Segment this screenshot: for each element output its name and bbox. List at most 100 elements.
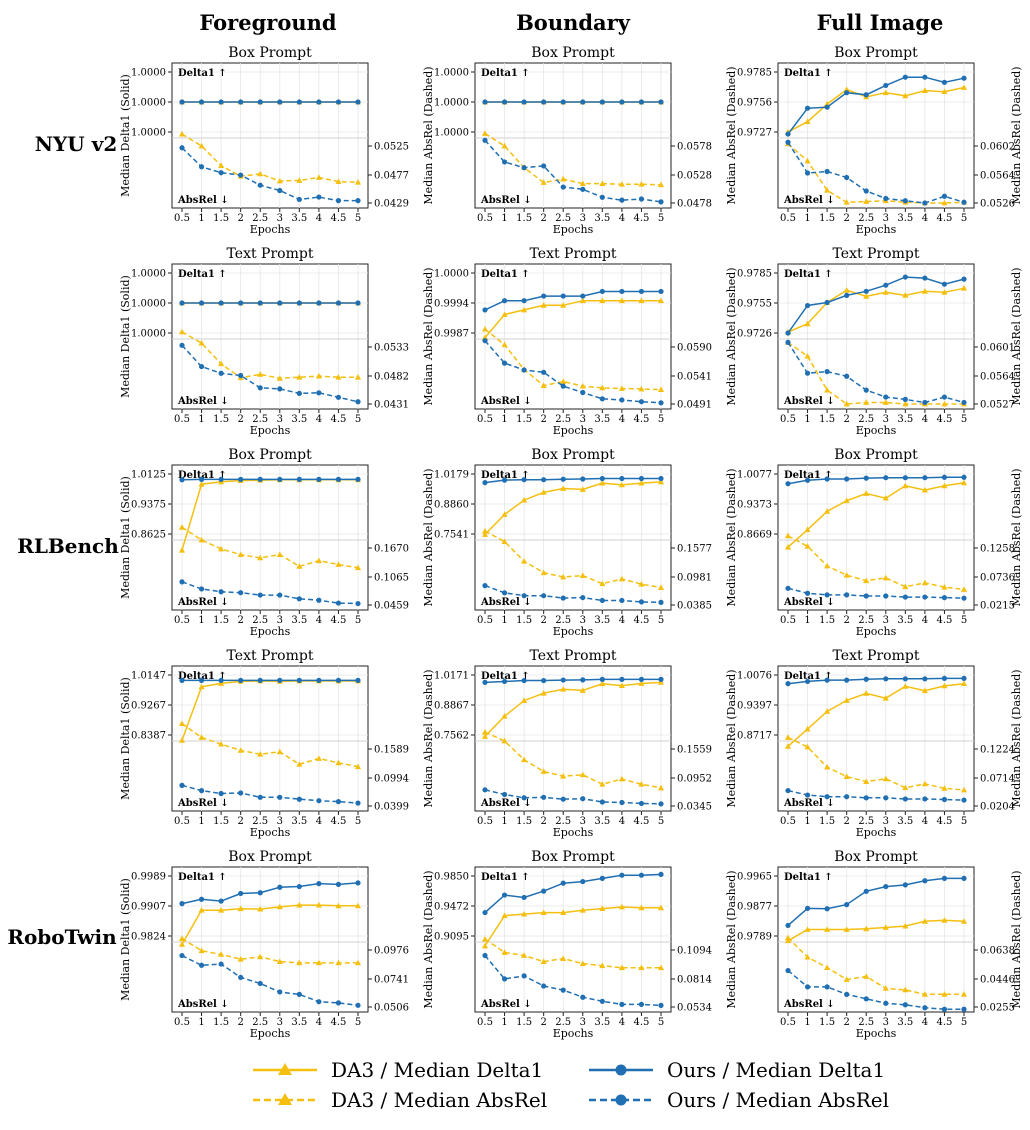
data-point: [521, 697, 528, 703]
data-point: [179, 579, 185, 585]
delta-direction-label: Delta1 ↑: [784, 68, 833, 79]
x-tick-label: 4: [922, 1017, 928, 1028]
data-point: [619, 288, 625, 295]
x-tick-label: 4.5: [633, 1017, 649, 1028]
data-point: [618, 903, 625, 910]
x-tick-label: 4.5: [633, 816, 649, 827]
data-point: [618, 775, 625, 782]
data-point: [960, 479, 968, 486]
x-tick-label: 2.5: [555, 1017, 571, 1028]
data-point: [863, 387, 869, 393]
data-point: [178, 524, 186, 530]
x-tick-label: 3: [277, 213, 283, 224]
x-tick-label: 2: [237, 1017, 243, 1028]
y-tick-label-left: 0.9726: [737, 329, 772, 340]
x-tick-label: 3.5: [897, 213, 913, 224]
y-tick-label-left: 0.9824: [131, 932, 166, 943]
y-tick-label-left: 0.9850: [434, 872, 469, 883]
series-line: [181, 344, 359, 403]
data-point: [521, 298, 527, 304]
data-point: [276, 958, 283, 965]
column-title: Boundary: [516, 10, 631, 35]
series-line: [787, 141, 965, 204]
data-point: [560, 796, 566, 802]
data-point: [335, 959, 342, 966]
data-point: [560, 293, 566, 299]
panel-title: Text Prompt: [833, 648, 920, 664]
delta-direction-label: Delta1 ↑: [178, 872, 227, 883]
data-point: [335, 881, 342, 887]
data-point: [658, 801, 664, 807]
y-tick-label-left: 0.9095: [434, 932, 469, 943]
x-tick-label: 0.5: [477, 414, 493, 425]
data-point: [843, 400, 850, 407]
chart-panel: Text Prompt 0.9785 0.9755 0.9726 0.0601 0.056…: [725, 246, 1023, 437]
data-point: [638, 385, 645, 392]
data-point: [335, 600, 342, 606]
data-point: [501, 142, 508, 149]
data-point: [785, 585, 791, 591]
x-tick-label: 1: [198, 213, 204, 224]
y-tick-label-left: 0.8860: [434, 500, 469, 511]
data-point: [599, 597, 605, 604]
x-tick-label: 3.5: [897, 615, 913, 626]
x-tick-label: 1: [501, 414, 507, 425]
data-point: [941, 991, 948, 997]
data-point: [335, 561, 342, 567]
y-tick-label-right: 0.0525: [374, 142, 409, 153]
panel-title: Box Prompt: [228, 447, 312, 463]
data-point: [657, 181, 665, 188]
series-line: [181, 147, 358, 202]
data-point: [198, 300, 205, 306]
series-line: [787, 287, 965, 333]
y-axis-label-left: Median AbsRel (Dashed): [725, 669, 738, 807]
x-tick-label: 5: [355, 414, 361, 425]
data-point: [218, 680, 225, 686]
data-point: [941, 785, 948, 791]
data-point: [335, 759, 342, 766]
data-point: [843, 287, 850, 293]
y-tick-label-right: 0.0526: [980, 199, 1015, 210]
y-tick-label-left: 0.9789: [737, 932, 772, 943]
column-title: Foreground: [199, 10, 336, 35]
data-point: [843, 773, 850, 780]
data-point: [541, 794, 547, 800]
y-axis-label-left: Median AbsRel (Dashed): [422, 468, 435, 606]
y-tick-label-right: 0.0741: [374, 975, 409, 986]
y-tick-label-left: 1.0000: [434, 269, 469, 280]
data-point: [560, 909, 567, 915]
delta-direction-label: Delta1 ↑: [784, 671, 833, 682]
y-tick-label-right: 0.0994: [374, 774, 409, 785]
y-tick-label-left: 0.8669: [737, 530, 772, 541]
x-tick-label: 0.5: [174, 414, 190, 425]
data-point: [599, 288, 605, 295]
data-point: [863, 690, 870, 696]
data-point: [638, 872, 645, 878]
data-point: [824, 964, 831, 970]
data-point: [658, 288, 664, 295]
data-point: [863, 925, 870, 932]
data-point: [218, 99, 224, 105]
data-point: [580, 994, 586, 1000]
data-point: [315, 174, 322, 180]
data-point: [296, 563, 303, 569]
data-point: [277, 884, 283, 890]
y-tick-label-left: 1.0000: [434, 68, 469, 79]
chart-panel: Text Prompt 1.0076 0.9397 0.8717 0.1224 0.071…: [725, 648, 1023, 839]
x-tick-label: 3: [277, 1017, 283, 1028]
y-tick-label-left: 1.0125: [131, 470, 166, 481]
data-point: [922, 475, 928, 481]
series-line: [484, 681, 662, 737]
data-point: [902, 583, 909, 590]
data-point: [482, 952, 488, 959]
x-tick-label: 1.5: [213, 1017, 229, 1028]
x-axis-label: Epochs: [553, 1027, 594, 1040]
data-point: [481, 130, 489, 136]
data-point: [501, 341, 508, 348]
data-point: [902, 400, 909, 407]
data-point: [315, 901, 322, 908]
data-point: [804, 743, 811, 750]
absrel-direction-label: AbsRel ↓: [480, 396, 532, 407]
series-line: [484, 731, 662, 789]
x-tick-label: 1: [804, 414, 810, 425]
